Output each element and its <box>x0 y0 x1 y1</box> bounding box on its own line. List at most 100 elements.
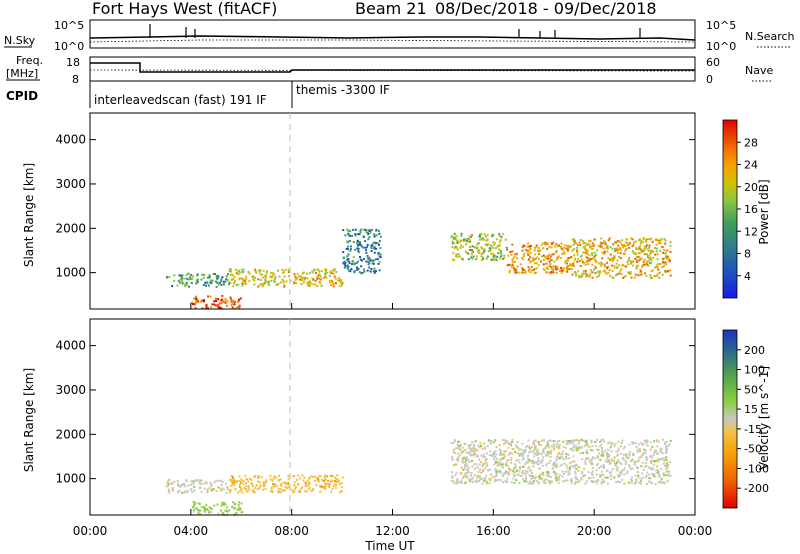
power-cell <box>324 272 327 275</box>
power-cell <box>486 244 489 247</box>
velocity-cell <box>519 466 521 469</box>
power-cell <box>357 241 360 244</box>
power-cell <box>234 300 236 303</box>
power-cell <box>594 265 597 268</box>
velocity-cell <box>226 486 229 489</box>
velocity-cell <box>608 460 611 463</box>
cpid-segment-1: interleavedscan (fast) 191 IF <box>94 93 267 107</box>
power-cell <box>360 245 363 248</box>
power-cell <box>262 269 265 272</box>
power-cell <box>378 260 381 263</box>
power-cell <box>269 275 272 278</box>
power-cell <box>271 275 274 277</box>
power-cell <box>587 239 590 242</box>
power-cell <box>471 249 473 251</box>
velocity-cell <box>239 490 241 493</box>
power-cell <box>366 246 368 249</box>
power-cell <box>265 271 268 274</box>
velocity-cell <box>465 451 468 454</box>
power-cell <box>635 258 638 261</box>
velocity-cell <box>220 504 223 507</box>
velocity-cell <box>528 474 531 477</box>
velocity-cell <box>517 459 520 462</box>
power-cell <box>605 266 608 269</box>
velocity-cell <box>666 465 669 468</box>
velocity-cell <box>501 456 504 459</box>
power-cell <box>332 272 335 275</box>
power-cell <box>649 250 652 253</box>
velocity-cell <box>533 480 535 482</box>
power-cell <box>221 294 224 297</box>
velocity-cell <box>229 479 232 482</box>
velocity-cell <box>587 471 590 474</box>
velocity-cell <box>215 489 218 492</box>
velocity-cell <box>257 480 260 483</box>
velocity-cell <box>531 472 533 474</box>
velocity-cell <box>492 441 495 444</box>
power-cell <box>298 278 301 281</box>
velocity-cell <box>467 459 470 461</box>
power-cell <box>204 281 207 284</box>
velocity-cell <box>311 489 314 492</box>
velocity-cell <box>644 465 646 468</box>
power-cell <box>527 270 530 273</box>
power-cell <box>370 259 373 262</box>
power-cell <box>478 252 481 255</box>
power-cell <box>298 275 301 278</box>
velocity-cell <box>630 476 633 479</box>
velocity-cell <box>652 474 655 477</box>
power-cell <box>207 295 210 298</box>
velocity-cell <box>528 451 531 454</box>
velocity-cell <box>621 439 624 442</box>
velocity-cell <box>638 448 641 451</box>
velocity-cell <box>605 460 608 463</box>
power-cell <box>233 280 236 283</box>
velocity-cell <box>516 441 519 444</box>
velocity-cell <box>579 452 582 455</box>
power-cell <box>312 271 315 274</box>
velocity-cell <box>583 467 586 470</box>
power-cell <box>508 271 511 274</box>
power-cell <box>307 282 310 285</box>
velocity-cell <box>478 479 481 482</box>
velocity-cell <box>481 477 484 480</box>
velocity-cell <box>488 477 491 480</box>
power-cell <box>468 235 471 238</box>
velocity-cell <box>234 488 237 491</box>
power-cell <box>492 255 495 258</box>
nave-tick-top: 60 <box>706 56 720 69</box>
power-cell <box>665 256 668 259</box>
power-cell <box>360 228 363 231</box>
velocity-cell <box>183 485 186 488</box>
power-cell <box>571 249 574 252</box>
velocity-cell <box>557 456 560 459</box>
power-cell <box>645 240 648 243</box>
power-cell <box>528 268 531 271</box>
power-cell <box>304 277 307 279</box>
power-cell <box>378 269 381 272</box>
velocity-cell <box>645 442 648 445</box>
power-cell <box>329 281 332 284</box>
velocity-cell <box>231 505 234 508</box>
velocity-cell <box>466 475 469 478</box>
power-cell <box>460 257 463 260</box>
power-cell <box>208 276 211 279</box>
freq-label: Freq. <box>16 54 43 67</box>
velocity-cell <box>522 477 525 480</box>
velocity-cell <box>461 457 464 460</box>
power-cell <box>259 279 262 281</box>
velocity-cell <box>553 461 556 464</box>
velocity-cell <box>543 481 546 484</box>
velocity-cell <box>640 480 643 483</box>
velocity-cell <box>180 485 183 488</box>
power-cell <box>534 253 537 256</box>
velocity-cell <box>338 479 340 482</box>
velocity-cell <box>620 472 623 475</box>
velocity-cell <box>632 453 635 456</box>
power-cell <box>498 234 501 237</box>
power-cell <box>658 239 660 242</box>
power-cell <box>215 304 217 307</box>
power-cell <box>614 241 616 244</box>
power-cell <box>615 262 618 265</box>
